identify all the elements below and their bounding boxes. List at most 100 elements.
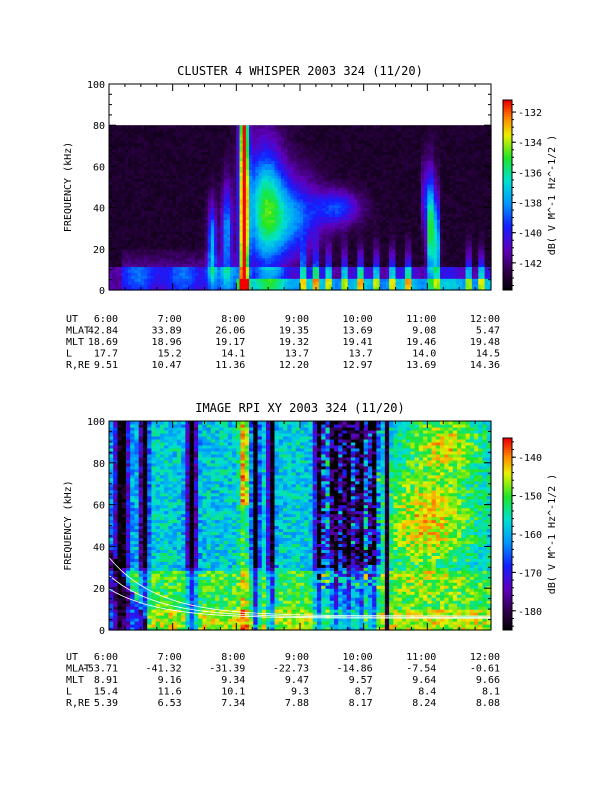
spectrogram-cell [296, 237, 301, 241]
spectrogram-cell [306, 189, 311, 194]
spectrogram-cell [293, 151, 298, 156]
spectrogram-cell [325, 151, 330, 156]
spectrogram-cell [239, 281, 244, 285]
spectrogram-cell [144, 148, 148, 153]
spectrogram-cell [252, 281, 257, 285]
spectrogram-cell [312, 260, 317, 265]
spectrogram-cell [194, 251, 199, 256]
spectrogram-cell [185, 198, 190, 203]
spectrogram-cell [255, 281, 260, 285]
spectrogram-cell [360, 139, 365, 144]
spectrogram-cell [217, 145, 222, 150]
spectrogram-cell [271, 139, 276, 144]
spectrogram-cell [182, 178, 186, 182]
spectrogram-cell [140, 187, 145, 191]
spectrogram-cell [252, 257, 257, 262]
spectrogram-cell [312, 154, 317, 159]
spectrogram-cell [172, 139, 177, 144]
spectrogram-cell [335, 254, 339, 259]
spectrogram-cell [268, 198, 272, 203]
spectrogram-cell [271, 225, 276, 229]
spectrogram-cell [354, 154, 358, 159]
spectrogram-cell [376, 198, 381, 203]
spectrogram-cell [144, 222, 148, 226]
spectrogram-cell [150, 175, 155, 179]
spectrogram-cell [293, 248, 298, 253]
spectrogram-cell [109, 284, 113, 288]
spectrogram-cell [293, 251, 298, 256]
spectrogram-cell [296, 181, 301, 185]
spectrogram-cell [128, 254, 132, 259]
spectrogram-cell [389, 234, 393, 238]
spectrogram-cell [245, 204, 250, 209]
spectrogram-cell [109, 231, 113, 235]
spectrogram-cell [271, 198, 276, 203]
spectrogram-cell [331, 166, 336, 170]
spectrogram-cell [207, 272, 212, 276]
spectrogram-cell [182, 239, 186, 244]
spectrogram-cell [239, 184, 244, 188]
spectrogram-cell [274, 257, 279, 262]
spectrogram-cell [204, 125, 209, 129]
spectrogram-cell [264, 228, 269, 232]
spectrogram-cell [319, 213, 323, 218]
spectrogram-cell [182, 266, 186, 270]
spectrogram-cell [147, 216, 151, 220]
spectrogram-cell [338, 275, 342, 279]
spectrogram-cell [366, 163, 371, 167]
spectrogram-cell [350, 260, 355, 265]
spectrogram-cell [204, 245, 209, 250]
spectrogram-cell [338, 181, 342, 185]
spectrogram-cell [341, 231, 346, 235]
spectrogram-cell [309, 148, 314, 153]
spectrogram-cell [144, 257, 148, 262]
spectrogram-cell [322, 175, 327, 179]
spectrogram-cell [350, 269, 355, 273]
spectrogram-cell [245, 222, 250, 226]
spectrogram-cell [198, 160, 202, 165]
spectrogram-cell [185, 189, 190, 194]
spectrogram-cell [236, 263, 241, 268]
spectrogram-cell [137, 187, 142, 191]
spectrogram-cell [182, 160, 186, 165]
spectrogram-cell [344, 178, 349, 182]
spectrogram-cell [350, 169, 355, 173]
spectrogram-cell [245, 125, 250, 129]
spectrogram-cell [140, 181, 145, 185]
spectrogram-cell [312, 178, 317, 182]
spectrogram-cell [150, 181, 155, 185]
spectrogram-cell [258, 213, 263, 218]
spectrogram-cell [191, 260, 196, 265]
spectrogram-cell [389, 134, 393, 138]
spectrogram-cell [370, 178, 374, 182]
spectrogram-cell [354, 281, 358, 285]
spectrogram-cell [331, 228, 336, 232]
spectrogram-cell [293, 216, 298, 220]
spectrogram-cell [255, 184, 260, 188]
spectrogram-cell [249, 154, 253, 159]
spectrogram-cell [385, 160, 390, 165]
spectrogram-cell [360, 134, 365, 138]
spectrogram-cell [264, 275, 269, 279]
spectrogram-cell [134, 172, 139, 176]
spectrogram-cell [144, 178, 148, 182]
spectrogram-cell [210, 272, 215, 276]
spectrogram-cell [207, 148, 212, 153]
spectrogram-cell [344, 184, 349, 188]
spectrogram-cell [144, 234, 148, 238]
spectrogram-cell [363, 178, 368, 182]
spectrogram-cell [159, 166, 164, 170]
spectrogram-cell [169, 207, 174, 212]
spectrogram-cell [389, 284, 393, 288]
spectrogram-cell [354, 136, 358, 141]
spectrogram-cell [236, 260, 241, 265]
spectrogram-cell [290, 198, 295, 203]
spectrogram-cell [258, 278, 263, 282]
spectrogram-cell [325, 210, 330, 215]
spectrogram-cell [261, 128, 266, 132]
spectrogram-cell [303, 225, 307, 229]
spectrogram-cell [115, 260, 120, 265]
spectrogram-cell [169, 154, 174, 159]
spectrogram-cell [163, 160, 167, 165]
spectrogram-cell [249, 189, 253, 194]
